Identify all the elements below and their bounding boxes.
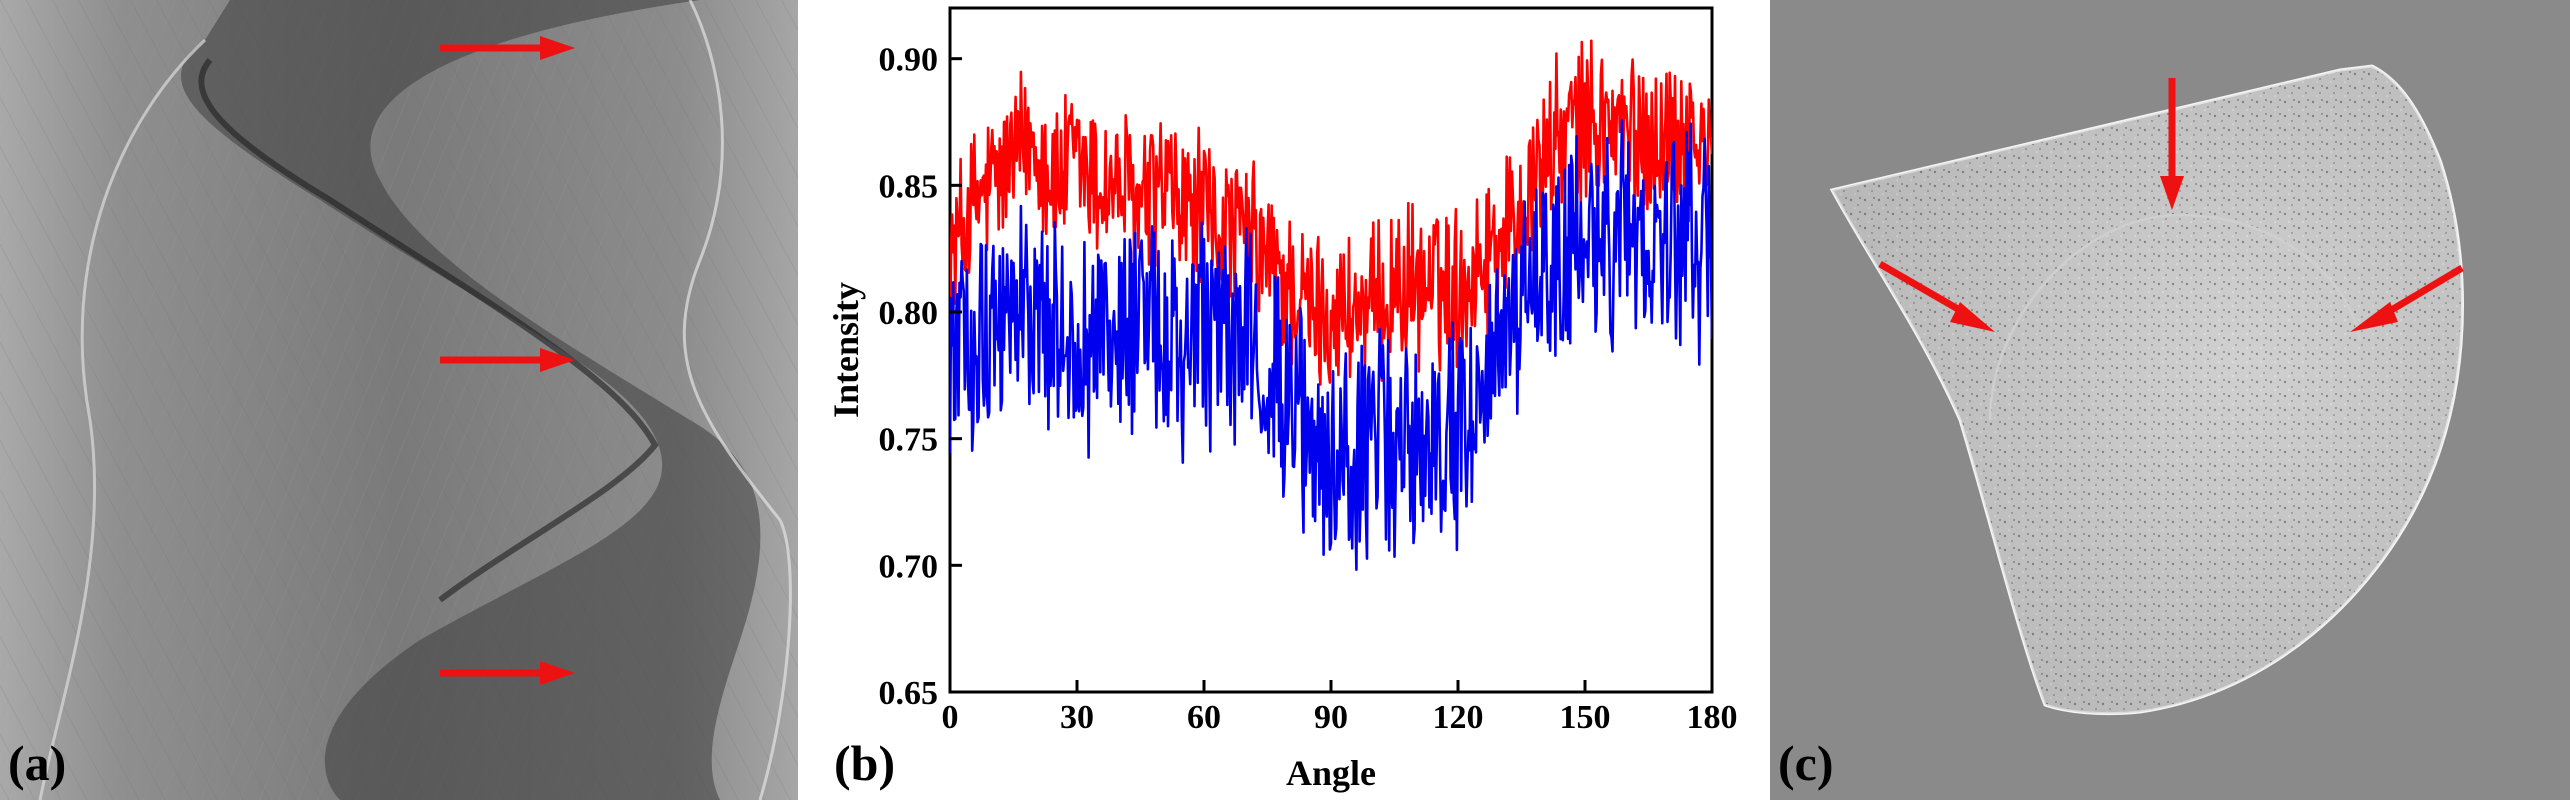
y-tick-label: 0.75 [879,422,939,459]
slice-arrow-left [1878,260,1995,332]
y-tick-label: 0.80 [879,295,939,332]
series-line-blue [950,119,1712,571]
y-tick-label: 0.90 [879,42,939,79]
sinogram-edge-right [682,0,792,800]
slice-inner-boundary [1988,213,2362,421]
intensity-chart-panel: 0 30 60 90 120 150 180 0.65 0.70 0.75 0.80 0.85 0.90… [826,6,1738,793]
x-tick-label: 60 [1187,699,1221,736]
x-tick-label: 120 [1433,699,1484,736]
panel-label-c: (c) [1778,735,1834,791]
ticks-layer: 0 30 60 90 120 150 180 0.65 0.70 0.75 0.80 0.85 0.90 [879,42,1738,736]
slice-panel: (c) [1770,0,2570,800]
slice-arrow-top [2160,78,2184,210]
slice-sample-shade [1832,66,2463,714]
sinogram-arrow-bottom [440,661,575,685]
sinogram-panel: (a) [0,0,798,800]
x-tick-label: 30 [1060,699,1094,736]
y-tick-label: 0.70 [879,548,939,585]
y-tick-label: 0.65 [879,675,939,712]
panel-label-a: (a) [8,735,66,791]
sinogram-arrow-middle [440,348,575,372]
x-tick-label: 0 [942,699,959,736]
y-tick-label: 0.85 [879,168,939,205]
sinogram-edge-left [38,38,207,800]
y-axis-title: Intensity [826,282,866,418]
x-tick-label: 150 [1560,699,1611,736]
x-axis-title: Angle [1286,753,1376,793]
x-tick-label: 180 [1687,699,1738,736]
panel-label-b: (b) [834,735,895,791]
sinogram-object-core [198,58,659,603]
x-tick-label: 90 [1314,699,1348,736]
sinogram-arrow-top [440,36,575,60]
slice-arrow-right [2350,264,2464,332]
series-layer [950,39,1712,571]
series-line-red [950,39,1712,386]
